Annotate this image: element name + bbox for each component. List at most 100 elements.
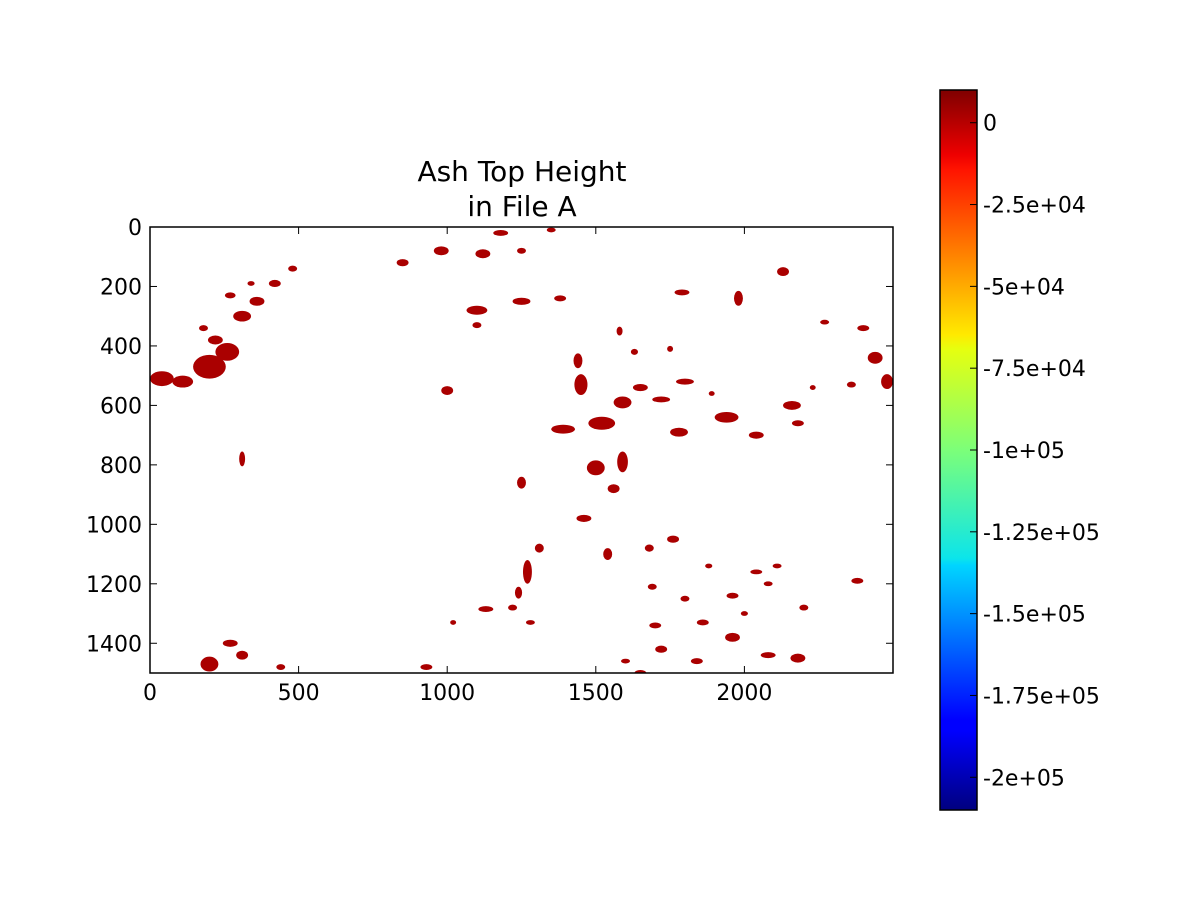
- heatmap-region: [207, 335, 223, 345]
- heatmap-region: [588, 416, 616, 430]
- heatmap-region: [820, 319, 830, 325]
- heatmap-region: [714, 411, 739, 423]
- y-tick-label: 1200: [86, 573, 142, 598]
- heatmap-region: [632, 383, 648, 392]
- heatmap-region: [450, 620, 457, 625]
- colorbar-tick-label: -2.5e+04: [983, 194, 1086, 219]
- colorbar-tick-label: -7.5e+04: [983, 357, 1086, 382]
- heatmap-region: [150, 371, 174, 387]
- y-tick-label: 200: [100, 275, 142, 300]
- y-tick-label: 1400: [86, 632, 142, 657]
- heatmap-region: [546, 227, 556, 233]
- colorbar-tick-label: -2e+05: [983, 766, 1065, 791]
- heatmap-region: [576, 514, 592, 522]
- y-axis: 0 200 400 600 800 1000 1200 1400: [86, 216, 893, 657]
- heatmap-region: [733, 290, 743, 306]
- heatmap-region: [613, 396, 632, 409]
- heatmap-region: [215, 342, 240, 361]
- colorbar-tick-label: -5e+04: [983, 275, 1065, 300]
- heatmap-region: [475, 249, 491, 259]
- heatmap-region: [680, 595, 690, 602]
- heatmap-region: [617, 451, 628, 473]
- heatmap-region: [857, 325, 870, 332]
- colorbar-tick-label: -1.75e+05: [983, 684, 1100, 709]
- heatmap-region: [790, 653, 806, 663]
- heatmap-region: [276, 664, 286, 671]
- heatmap-region: [396, 259, 409, 267]
- y-tick-label: 0: [128, 216, 142, 241]
- heatmap-region: [725, 632, 740, 642]
- heatmap-region: [441, 386, 454, 395]
- heatmap-region: [760, 652, 776, 659]
- heatmap-region: [621, 658, 630, 664]
- heatmap-region: [772, 563, 782, 569]
- heatmap-region: [809, 385, 816, 390]
- heatmap-region: [630, 348, 639, 355]
- chart-title-line-2: in File A: [467, 190, 576, 223]
- x-axis: 0 500 1000 1500 2000: [143, 227, 772, 706]
- heatmap-region: [750, 569, 763, 575]
- heatmap-region: [667, 345, 674, 352]
- heatmap-region: [508, 604, 518, 611]
- heatmap-region: [655, 645, 668, 653]
- heatmap-region: [676, 378, 694, 385]
- heatmap-region: [647, 583, 657, 590]
- heatmap-region: [420, 664, 433, 671]
- heatmap-region: [525, 620, 535, 625]
- heatmap-region: [493, 229, 509, 236]
- heatmap-region: [534, 543, 544, 553]
- heatmap-region: [517, 247, 526, 254]
- heatmap-region: [667, 535, 680, 543]
- heatmap-region: [224, 292, 236, 299]
- x-tick-label: 500: [278, 681, 320, 706]
- heatmap-region: [763, 581, 773, 587]
- heatmap-region: [670, 427, 688, 437]
- heatmap-region: [466, 305, 488, 315]
- colorbar-tick-label: -1.5e+05: [983, 603, 1086, 628]
- heatmap-region: [881, 374, 893, 390]
- heatmap-region: [603, 548, 613, 561]
- heatmap-region: [268, 279, 281, 288]
- heatmap-region: [551, 424, 575, 434]
- y-tick-label: 800: [100, 454, 142, 479]
- x-tick-label: 0: [143, 681, 157, 706]
- plot-background: [150, 227, 893, 673]
- heatmap-region: [705, 563, 713, 569]
- heatmap-cells: [150, 227, 893, 673]
- heatmap-region: [783, 400, 801, 410]
- y-tick-label: 1000: [86, 513, 142, 538]
- heatmap-region: [236, 650, 249, 660]
- heatmap-region: [172, 375, 194, 388]
- heatmap-region: [644, 544, 654, 552]
- heatmap-region: [708, 391, 715, 396]
- colorbar-tick-label: -1.25e+05: [983, 521, 1100, 546]
- heatmap-region: [649, 622, 662, 629]
- plot-frame: [149, 226, 894, 674]
- heatmap-region: [433, 246, 449, 256]
- heatmap-region: [554, 295, 567, 302]
- heatmap-region: [851, 577, 864, 584]
- heatmap-region: [607, 484, 620, 494]
- x-tick-label: 1000: [419, 681, 475, 706]
- heatmap-region: [652, 396, 671, 403]
- colorbar-axis: 0 -2.5e+04 -5e+04 -7.5e+04 -1e+05 -1.25e+05 -1…: [970, 112, 1100, 791]
- chart-title-line-1: Ash Top Height: [417, 155, 626, 188]
- x-tick-label: 2000: [716, 681, 772, 706]
- heatmap-region: [512, 297, 531, 305]
- colorbar-tick-label: -1e+05: [983, 439, 1065, 464]
- heatmap-region: [867, 351, 883, 364]
- heatmap-region: [472, 322, 482, 329]
- heatmap-region: [239, 451, 246, 467]
- heatmap-region: [573, 353, 583, 369]
- heatmap-region: [249, 296, 265, 306]
- colorbar-tick-label: 0: [983, 112, 997, 137]
- y-tick-label: 400: [100, 335, 142, 360]
- heatmap-region: [200, 656, 219, 672]
- heatmap-region: [690, 658, 703, 665]
- heatmap-region: [522, 560, 532, 584]
- heatmap-region: [740, 611, 748, 616]
- heatmap-region: [478, 606, 494, 613]
- heatmap-region: [799, 604, 809, 611]
- heatmap-region: [791, 420, 804, 427]
